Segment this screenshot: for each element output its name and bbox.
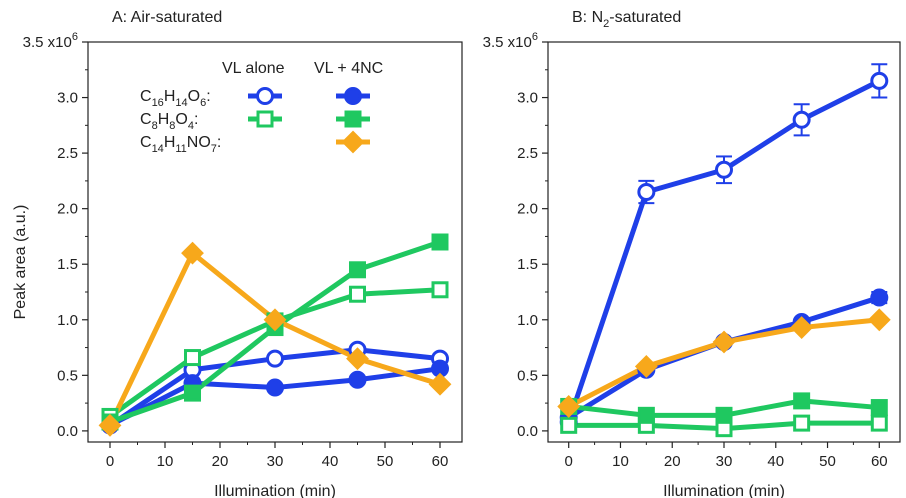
data-point [263, 308, 287, 332]
y-tick-label: 3.0 [57, 90, 78, 107]
data-point [349, 285, 366, 303]
x-tick-label: 30 [267, 453, 284, 470]
legend-formula: C16H14O6: [140, 88, 211, 109]
x-tick-label: 0 [106, 453, 114, 470]
data-point [793, 392, 811, 410]
y-tick-label: 0.5 [57, 367, 78, 384]
data-point [184, 349, 201, 367]
y-tick-label: 1.5 [517, 256, 538, 273]
data-point [557, 395, 581, 418]
x-tick-label: 10 [157, 453, 174, 470]
data-point [637, 406, 655, 424]
panel-title: A: Air-saturated [112, 9, 222, 26]
x-axis-title: Illumination (min) [214, 483, 336, 498]
legend-marker [341, 130, 365, 154]
legend-header-vl-alone: VL alone [222, 60, 285, 77]
data-point [715, 406, 733, 424]
y-tick-label: 2.0 [57, 201, 78, 218]
data-point [98, 413, 122, 437]
data-point [184, 384, 201, 402]
data-point [348, 370, 367, 389]
data-point [793, 414, 811, 432]
data-point [349, 261, 366, 279]
y-tick-label: 0.5 [517, 367, 538, 384]
legend-marker [256, 87, 274, 105]
data-point [870, 71, 889, 90]
data-point [790, 316, 814, 339]
data-point [637, 183, 656, 201]
legend-marker [344, 110, 362, 128]
legend-marker [256, 110, 274, 128]
data-point [431, 281, 449, 299]
series-line [567, 295, 881, 420]
data-point [266, 349, 284, 368]
data-point [870, 414, 888, 432]
data-point [634, 355, 658, 378]
y-tick-label: 1.5 [57, 256, 78, 273]
x-tick-label: 50 [377, 453, 394, 470]
legend-header-vl-4nc: VL + 4NC [314, 60, 383, 77]
data-point [792, 110, 811, 129]
data-point [712, 330, 736, 354]
y-tick-label: 0.0 [517, 423, 538, 440]
x-tick-label: 40 [322, 453, 339, 470]
data-point [867, 308, 891, 332]
y-tick-label: 2.5 [57, 145, 78, 162]
y-tick-label: 2.5 [517, 145, 538, 162]
data-point [181, 241, 204, 265]
x-tick-label: 0 [565, 453, 573, 470]
x-tick-label: 10 [612, 453, 629, 470]
x-tick-label: 30 [716, 453, 733, 470]
data-point [346, 347, 369, 371]
x-tick-label: 20 [212, 453, 229, 470]
legend: VL alone VL + 4NC C16H14O6:C8H8O4:C14H11NO… [140, 60, 383, 155]
x-tick-label: 60 [432, 453, 449, 470]
legend-formula: C14H11NO7: [140, 134, 221, 155]
x-tick-label: 60 [871, 453, 888, 470]
data-point [560, 416, 578, 434]
y-multiplier-label: 3.5 x106 [23, 31, 78, 51]
plot-frame [547, 41, 901, 443]
y-tick-label: 1.0 [57, 312, 78, 329]
y-tick-label: 2.0 [517, 201, 538, 218]
y-tick-label: 3.0 [517, 90, 538, 107]
data-point [428, 372, 452, 396]
y-multiplier-label: 3.5 x106 [483, 31, 538, 51]
y-tick-label: 1.0 [517, 312, 538, 329]
series-line [108, 366, 441, 428]
series-line [566, 78, 881, 423]
y-tick-label: 0.0 [57, 423, 78, 440]
data-point [715, 160, 733, 179]
x-tick-label: 40 [767, 453, 784, 470]
x-tick-label: 20 [664, 453, 681, 470]
panel-a: A: Air-saturated 0 10 20 30 40 50 60 0.0 0.5 1.0 1.… [23, 9, 463, 498]
legend-marker [344, 87, 362, 105]
data-point [431, 233, 449, 251]
data-point [870, 399, 888, 417]
data-point [266, 378, 284, 397]
panel-title: B: N2-saturated [572, 9, 681, 30]
panel-b: B: N2-saturated 0 10 20 30 40 50 60 0.0 0.5 1.0 1.5… [483, 9, 901, 498]
y-axis-title: Peak area (a.u.) [12, 205, 29, 320]
legend-formula: C8H8O4: [140, 111, 198, 132]
x-tick-label: 50 [819, 453, 836, 470]
data-point [870, 288, 889, 307]
x-axis-title: Illumination (min) [663, 483, 785, 498]
